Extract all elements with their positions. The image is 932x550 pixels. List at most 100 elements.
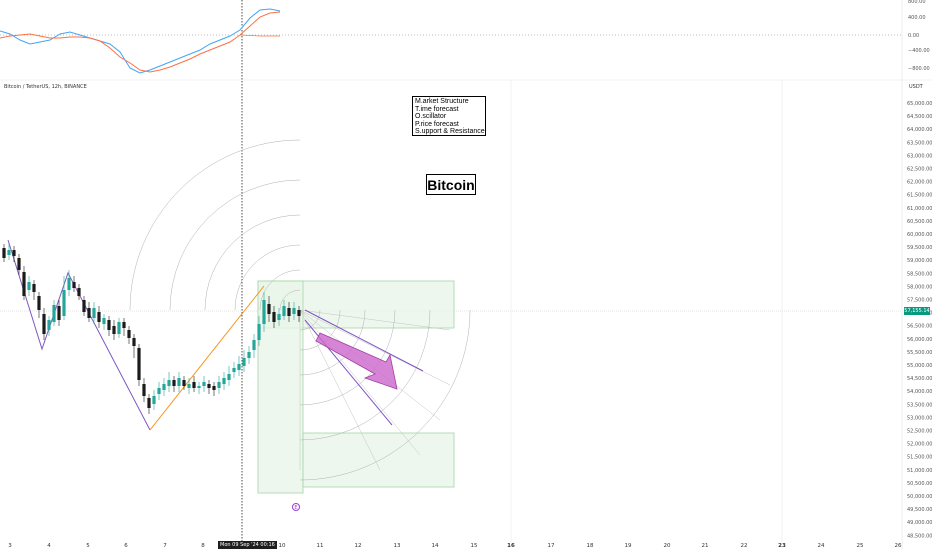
time-axis-label: 11 [317, 543, 324, 549]
price-axis-label: 48,500.00 [907, 533, 932, 539]
price-axis-label: 61,500.00 [907, 193, 932, 199]
price-axis-label: 64,500.00 [907, 114, 932, 120]
time-axis-label: 18 [587, 543, 594, 549]
price-axis-label: 57,500.00 [907, 298, 932, 304]
time-axis-label: 24 [818, 543, 825, 549]
price-axis-label: 55,500.00 [907, 350, 932, 356]
candle-body [177, 378, 181, 386]
note-line: M.arket Structure [415, 98, 469, 105]
price-axis-label: 51,500.00 [907, 455, 932, 461]
price-axis-label: 63,500.00 [907, 140, 932, 146]
candle-body [112, 326, 116, 334]
candle-body [22, 272, 26, 296]
zigzag-up-line [149, 285, 265, 431]
oscillator-axis-label: −800.00 [908, 66, 930, 72]
price-axis-label: 56,000.00 [907, 337, 932, 343]
candle-body [137, 348, 141, 380]
candle-body [117, 322, 121, 334]
price-axis-label: 62,500.00 [907, 167, 932, 173]
fan-ray [299, 309, 451, 386]
candle-body [187, 384, 191, 388]
time-axis-label: 23 [778, 543, 786, 549]
time-axis-label: 22 [741, 543, 748, 549]
candle-body [42, 314, 46, 334]
candle-body [67, 278, 71, 290]
candle-body [277, 314, 281, 320]
candle-body [217, 382, 221, 388]
candle-body [282, 306, 286, 316]
time-axis-label: 6 [124, 543, 128, 549]
time-axis-label: 26 [895, 543, 902, 549]
time-axis-label: 16 [507, 543, 515, 549]
candle-body [272, 312, 276, 322]
candle-body [107, 320, 111, 330]
price-axis-label: 53,500.00 [907, 402, 932, 408]
candle-body [147, 398, 151, 408]
price-axis-label: 59,500.00 [907, 245, 932, 251]
currency-label: USDT [909, 84, 923, 90]
candle-body [12, 250, 16, 256]
event-marker-icon[interactable]: E [292, 503, 300, 511]
time-axis-label: 25 [857, 543, 864, 549]
candle-body [57, 306, 61, 320]
candle-body [127, 330, 131, 338]
price-axis-label: 64,000.00 [907, 127, 932, 133]
candle-body [97, 312, 101, 322]
price-axis-label: 54,000.00 [907, 389, 932, 395]
time-axis-label: 17 [548, 543, 555, 549]
candle-body [207, 384, 211, 388]
price-axis-label: 53,000.00 [907, 415, 932, 421]
time-axis-label: 12 [355, 543, 362, 549]
note-line: S.upport & Resistance [415, 128, 485, 135]
time-axis-label: 7 [163, 543, 167, 549]
time-axis-label: 4 [47, 543, 51, 549]
price-axis-label: 49,000.00 [907, 520, 932, 526]
candle-body [267, 304, 271, 314]
candle-body [237, 364, 241, 370]
fan-ray [299, 309, 451, 331]
oscillator-blue-line [0, 8, 281, 74]
price-axis-label: 63,000.00 [907, 153, 932, 159]
candle-body [222, 378, 226, 384]
oscillator-orange-line [0, 11, 281, 73]
price-axis-label: 59,000.00 [907, 258, 932, 264]
forecast-box-lower [302, 432, 455, 488]
candle-body [152, 396, 156, 404]
price-axis-label: 65,000.00 [907, 101, 932, 107]
time-axis-label: 20 [664, 543, 671, 549]
candle-body [232, 368, 236, 372]
time-axis-label: 19 [625, 543, 632, 549]
price-axis-label: 61,000.00 [907, 206, 932, 212]
oscillator-axis-label: −400.00 [908, 48, 930, 54]
candle-body [297, 310, 301, 316]
candle-body [292, 308, 296, 314]
oscillator-axis-label: 400.00 [908, 15, 926, 21]
note-line: T.ime forecast [415, 105, 459, 113]
candle-body [17, 258, 21, 270]
oscillator-axis-label: 800.00 [908, 0, 926, 5]
note-line: O.scillator [415, 113, 447, 120]
candle-body [52, 305, 56, 322]
time-axis-label: 13 [394, 543, 401, 549]
fan-arc [129, 139, 471, 481]
candle-body [247, 352, 251, 358]
price-axis-label: 50,000.00 [907, 494, 932, 500]
time-axis-label: 15 [471, 543, 478, 549]
crosshair-date-label: Mon 09 Sep '24 00:16 [218, 541, 277, 549]
candle-body [157, 388, 161, 394]
last-price-tag: 57,155.14 [904, 307, 930, 315]
candle-body [77, 288, 81, 296]
price-axis-label: 52,500.00 [907, 429, 932, 435]
candle-body [162, 384, 166, 390]
candle-body [92, 308, 96, 318]
time-axis-label: 14 [432, 543, 439, 549]
candle-body [47, 320, 51, 330]
price-axis-label: 58,000.00 [907, 284, 932, 290]
fan-ray [299, 309, 381, 471]
fan-arc [169, 179, 431, 441]
price-axis-label: 52,000.00 [907, 442, 932, 448]
price-axis-label: 62,000.00 [907, 180, 932, 186]
candle-body [227, 374, 231, 380]
candle-body [82, 300, 86, 312]
